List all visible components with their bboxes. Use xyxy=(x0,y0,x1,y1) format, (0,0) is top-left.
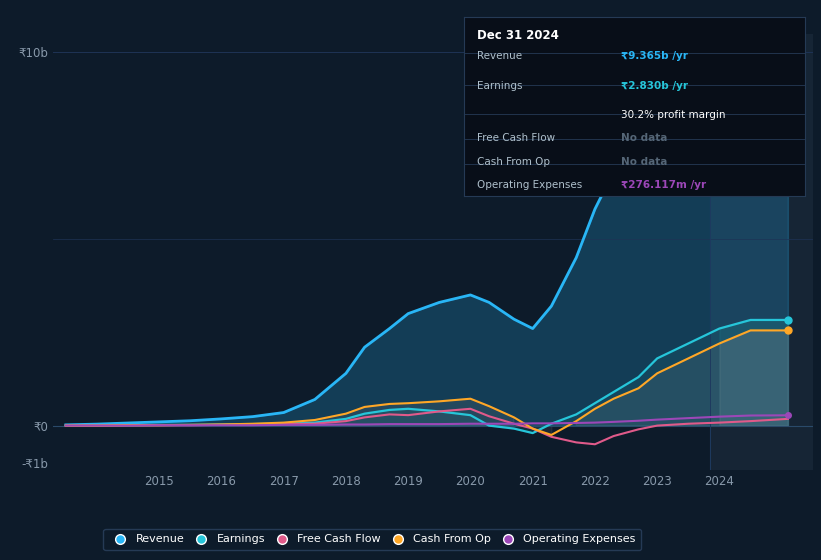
Text: Earnings: Earnings xyxy=(478,81,523,91)
Text: Free Cash Flow: Free Cash Flow xyxy=(478,133,556,143)
Text: Dec 31 2024: Dec 31 2024 xyxy=(478,29,559,43)
Text: No data: No data xyxy=(621,133,667,143)
Text: Cash From Op: Cash From Op xyxy=(478,157,551,166)
Legend: Revenue, Earnings, Free Cash Flow, Cash From Op, Operating Expenses: Revenue, Earnings, Free Cash Flow, Cash … xyxy=(103,529,641,550)
Text: ₹2.830b /yr: ₹2.830b /yr xyxy=(621,81,688,91)
Text: Revenue: Revenue xyxy=(478,51,523,61)
Text: Operating Expenses: Operating Expenses xyxy=(478,180,583,190)
Text: ₹276.117m /yr: ₹276.117m /yr xyxy=(621,180,706,190)
Text: No data: No data xyxy=(621,157,667,166)
Text: 30.2% profit margin: 30.2% profit margin xyxy=(621,110,725,120)
Bar xyxy=(710,34,813,470)
Text: ₹9.365b /yr: ₹9.365b /yr xyxy=(621,51,687,61)
